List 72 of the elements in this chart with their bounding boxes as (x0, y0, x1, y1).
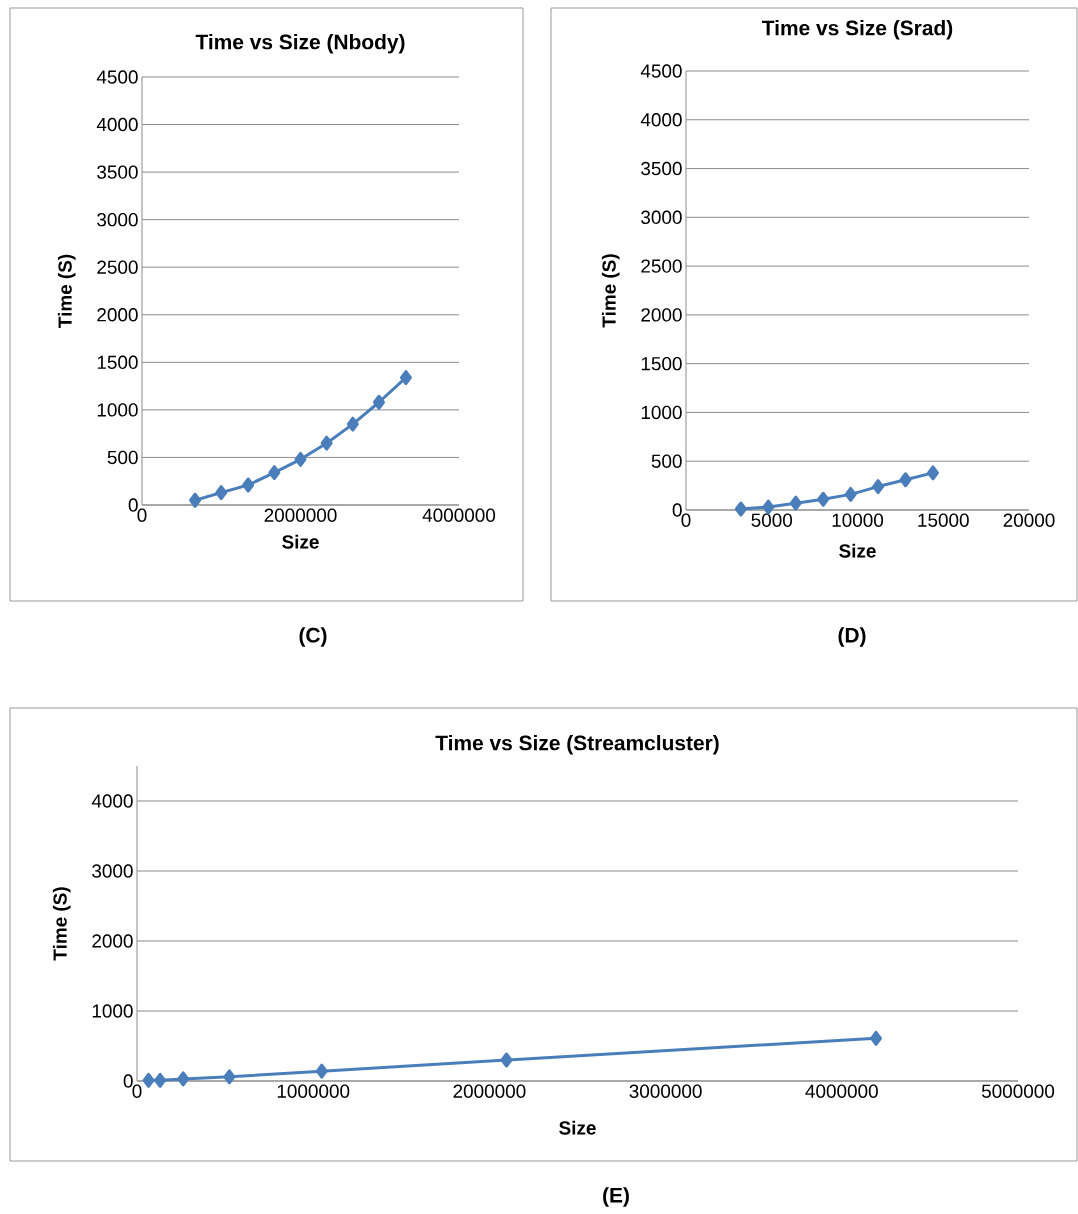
y-tick-label: 3500 (641, 161, 682, 176)
x-axis-title: Size (559, 1120, 596, 1135)
point (817, 491, 830, 507)
point (315, 1063, 328, 1079)
y-axis-title: Time (S) (52, 887, 71, 961)
y-tick-label: 4000 (640, 113, 682, 127)
chart-title: Time vs Size (Nbody) (195, 33, 405, 54)
chart-title: Time vs Size (Srad) (762, 19, 953, 40)
x-tick-label: 5000 (751, 513, 793, 527)
point (872, 479, 885, 495)
y-tick-label: 4500 (640, 64, 682, 78)
x-tick-label: 10000 (832, 513, 884, 527)
y-axis-title: Time (S) (57, 254, 76, 328)
y-tick-label: 1000 (97, 403, 138, 417)
point (177, 1071, 190, 1087)
y-tick-label: 1500 (97, 355, 138, 370)
point (189, 492, 202, 508)
y-tick-label: 3000 (97, 212, 138, 227)
point (372, 394, 385, 410)
point (142, 1072, 155, 1088)
y-tick-label: 500 (107, 450, 138, 465)
chart-title: Time vs Size (Streamcluster) (435, 735, 719, 755)
y-tick-label: 0 (128, 498, 138, 512)
point (844, 486, 857, 502)
x-tick-label: 2000000 (453, 1084, 526, 1098)
point (399, 370, 412, 386)
point (215, 485, 228, 501)
text: (D) (838, 627, 866, 647)
x-tick-label: 0 (681, 513, 691, 527)
y-tick-label: 1000 (92, 1004, 133, 1018)
x-axis-title: Size (282, 534, 319, 549)
y-tick-label: 3500 (97, 165, 138, 179)
x-tick-label: 4000000 (422, 508, 496, 522)
x-axis-title: Size (839, 543, 876, 558)
point (734, 501, 747, 517)
point (320, 435, 333, 451)
x-tick-label: 1000000 (277, 1084, 350, 1098)
point (346, 416, 359, 432)
point (268, 465, 281, 481)
y-tick-label: 2500 (641, 259, 682, 273)
point (223, 1069, 236, 1085)
point (154, 1072, 167, 1088)
y-tick-label: 2000 (97, 308, 138, 322)
point (870, 1030, 883, 1046)
x-tick-label: 15000 (918, 513, 969, 527)
text: (E) (603, 1187, 629, 1207)
x-tick-label: 20000 (1003, 513, 1055, 527)
y-tick-label: 1500 (641, 356, 682, 371)
x-tick-label: 5000000 (981, 1084, 1055, 1098)
x-tick-label: 3000000 (629, 1084, 702, 1098)
x-tick-label: 2000000 (264, 508, 337, 522)
y-tick-label: 4000 (91, 794, 133, 808)
point (789, 495, 802, 511)
point (294, 451, 307, 467)
y-tick-label: 2000 (92, 934, 133, 948)
point (926, 465, 939, 481)
x-tick-label: 0 (137, 508, 147, 522)
y-tick-label: 4500 (96, 70, 138, 84)
text: (C) (299, 627, 327, 647)
y-tick-label: 4000 (96, 117, 138, 132)
x-tick-label: 4000000 (805, 1084, 878, 1098)
y-tick-label: 1000 (641, 405, 682, 420)
point (899, 472, 912, 488)
point (242, 477, 255, 493)
y-tick-label: 2000 (641, 308, 682, 322)
y-tick-label: 0 (123, 1074, 133, 1088)
y-tick-label: 500 (651, 454, 682, 468)
y-tick-label: 3000 (92, 864, 133, 878)
point (500, 1052, 513, 1068)
y-tick-label: 2500 (97, 260, 138, 274)
y-axis-title: Time (S) (601, 254, 620, 328)
y-tick-label: 3000 (641, 210, 682, 225)
